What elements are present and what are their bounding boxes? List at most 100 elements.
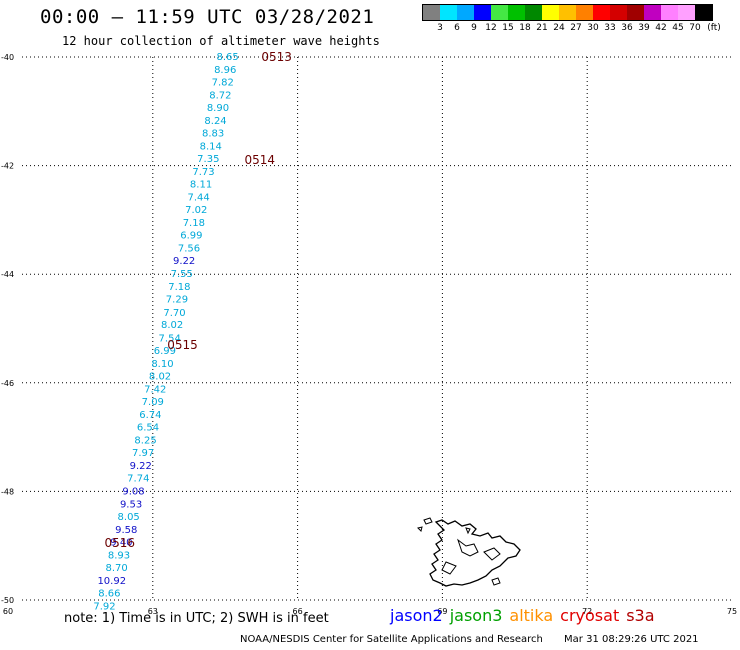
legend-swatch [559,5,576,20]
legend-swatch [525,5,542,20]
x-axis-label: 69 [437,607,447,616]
swh-value: 6.74 [139,410,161,421]
x-axis-label: 75 [727,607,737,616]
credit-organization: NOAA/NESDIS Center for Satellite Applica… [240,634,543,645]
swh-value: 7.44 [188,193,210,204]
swh-value: 9.22 [173,256,195,267]
legend-tick-label: 24 [553,23,565,33]
satellite-altika: altika [509,606,554,625]
legend-tick-label: 45 [672,23,684,33]
swh-value: 7.73 [192,167,214,178]
footer-note: note: 1) Time is in UTC; 2) SWH is in fe… [64,611,329,626]
legend-tick-label: 39 [638,23,650,33]
swh-value: 8.66 [98,588,120,599]
swh-value: 7.97 [132,448,154,459]
legend-swatches [422,4,713,21]
swh-value: 6.54 [137,422,159,433]
page-subtitle: 12 hour collection of altimeter wave hei… [62,34,380,48]
y-axis-label: -44 [1,270,14,279]
legend-swatch [491,5,508,20]
legend-tick-label: 70 [689,23,701,33]
x-axis-label: 63 [148,607,158,616]
swh-value: 7.70 [163,308,185,319]
swh-value: 8.14 [200,142,222,153]
swh-value: 8.70 [105,563,127,574]
swh-value: 7.42 [144,384,166,395]
swh-value: 8.90 [207,103,229,114]
legend-swatch [576,5,593,20]
swh-value: 8.83 [202,129,224,140]
swh-value: 7.29 [166,295,188,306]
swh-value: 7.55 [171,269,193,280]
legend-tick-label: 3 [437,23,443,33]
y-axis-label: -50 [1,596,14,605]
legend-tick-label: 30 [587,23,599,33]
swh-value: 7.35 [197,154,219,165]
swh-value: 8.05 [118,512,140,523]
legend-swatch [644,5,661,20]
swh-value: 7.56 [178,244,200,255]
time-label: 0513 [261,50,292,64]
swh-value: 9.08 [122,486,144,497]
swh-value: 7.74 [127,473,149,484]
color-legend: 3 6 9 12 15 18 21 24 27 30 33 36 39 42 45 70 (ft) [422,4,721,35]
swh-value: 9.40 [110,537,132,548]
x-axis-label: 72 [582,607,592,616]
y-axis-label: -48 [1,487,14,496]
map-grid: 60 63 66 69 72 75 -40 -42 -44 -46 -48 -50 [1,53,737,616]
legend-swatch [695,5,712,20]
legend-swatch [542,5,559,20]
time-label: 0514 [245,153,276,167]
legend-swatch [661,5,678,20]
swh-value: 10.92 [97,576,126,587]
legend-tick-label: 33 [604,23,616,33]
legend-ticks: 3 6 9 12 15 18 21 24 27 30 33 36 39 42 45 70 (ft) [422,21,721,35]
x-axis-label: 66 [293,607,303,616]
legend-tick-label: 42 [655,23,667,33]
swh-value: 9.22 [130,461,152,472]
legend-swatch [457,5,474,20]
legend-unit: (ft) [707,23,721,33]
time-label: 0516 [105,536,136,550]
swh-value: 7.09 [142,397,164,408]
legend-swatch [627,5,644,20]
satellite-cryosat: cryosat [560,606,620,625]
kerguelen-island-outline [417,517,521,587]
swh-value: 8.02 [149,371,171,382]
swh-value: 8.96 [214,65,236,76]
swh-value: 7.82 [212,78,234,89]
legend-swatch [610,5,627,20]
legend-tick-label: 21 [536,23,548,33]
legend-swatch [593,5,610,20]
satellite-jason3: jason3 [449,606,503,625]
time-labels-layer: 0513 0514 0515 0516 [105,50,292,550]
legend-swatch [423,5,440,20]
swh-value: 8.65 [216,52,238,63]
legend-tick-label: 15 [502,23,514,33]
legend-tick-label: 6 [454,23,460,33]
swh-value: 9.58 [115,525,137,536]
satellite-jason2: jason2 [390,606,443,625]
swh-points-layer: 8.65 8.96 7.82 8.728.90 8.24 8.83 8.147.35 7.73… [93,52,238,613]
swh-value: 8.24 [204,116,226,127]
credit-line: NOAA/NESDIS Center for Satellite Applica… [240,634,717,645]
swh-value: 8.10 [151,359,173,370]
swh-value: 8.72 [209,91,231,102]
satellite-s3a: s3a [626,606,655,625]
legend-tick-label: 18 [519,23,531,33]
swh-value: 9.53 [120,499,142,510]
swh-value: 7.18 [168,282,190,293]
swh-value: 8.25 [134,435,156,446]
satellite-legend: jason2 jason3 altika cryosat s3a [390,606,662,625]
legend-swatch [474,5,491,20]
y-axis-label: -42 [1,162,14,171]
legend-swatch [508,5,525,20]
swh-value: 7.54 [159,333,181,344]
legend-tick-label: 12 [485,23,497,33]
swh-value: 8.93 [108,550,130,561]
page-title: 00:00 – 11:59 UTC 03/28/2021 [40,6,375,28]
x-axis-label: 60 [3,607,13,616]
legend-tick-label: 36 [621,23,633,33]
swh-value: 7.02 [185,205,207,216]
